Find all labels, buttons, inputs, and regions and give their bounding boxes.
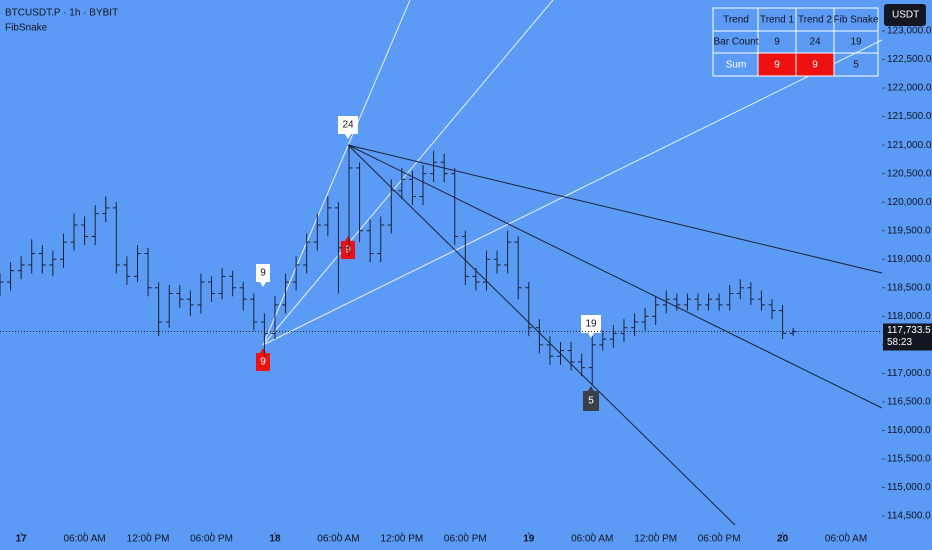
- x-tick-label: 06:00 AM: [317, 534, 359, 545]
- table-cell: Sum: [726, 60, 747, 71]
- x-tick-label: 17: [16, 534, 28, 545]
- y-axis-label: USDT: [892, 10, 919, 21]
- y-tick-label: 117,000.0: [887, 368, 931, 379]
- y-tick-label: 116,500.0: [887, 397, 931, 408]
- x-tick-label: 12:00 PM: [380, 534, 423, 545]
- y-tick-label: 115,500.0: [887, 454, 931, 465]
- fan-line: [347, 144, 736, 526]
- x-tick-label: 06:00 AM: [63, 534, 105, 545]
- table-cell: 24: [809, 37, 821, 48]
- table-cell: 9: [774, 37, 780, 48]
- last-price-box: [883, 323, 932, 351]
- table-header: Fib Snake: [833, 15, 878, 26]
- y-tick-label: 115,000.0: [887, 482, 931, 493]
- y-tick-label: 120,500.0: [887, 168, 932, 179]
- fan-line: [262, 0, 554, 346]
- y-tick-label: 120,000.0: [887, 197, 932, 208]
- axis-unit-box: [884, 4, 926, 26]
- y-tick-label: 121,000.0: [887, 140, 932, 151]
- x-tick-label: 18: [269, 534, 281, 545]
- fan-line: [347, 144, 883, 409]
- data-table: Trend Trend 1 Trend 2 Fib Snake Bar Coun…: [712, 7, 879, 77]
- table-cell: 19: [850, 37, 862, 48]
- marker-label: 5: [588, 396, 594, 407]
- y-tick-label: 122,500.0: [887, 54, 932, 65]
- x-tick-label: 06:00 AM: [571, 534, 613, 545]
- chart-title: BTCUSDT.P · 1h · BYBIT: [5, 8, 118, 19]
- marker: [581, 315, 601, 338]
- table-cell-highlight: [796, 53, 834, 76]
- y-tick-label: 116,000.0: [887, 425, 931, 436]
- fan-line: [262, 0, 411, 346]
- marker: [256, 348, 270, 371]
- x-tick-label: 06:00 PM: [190, 534, 233, 545]
- table-cell: 9: [774, 60, 780, 71]
- x-tick-label: 06:00 PM: [444, 534, 487, 545]
- y-tick-label: 122,000.0: [887, 83, 932, 94]
- marker-label: 9: [345, 245, 351, 256]
- x-tick-label: 12:00 PM: [127, 534, 170, 545]
- table-header: Trend: [723, 15, 749, 26]
- table-cell: Bar Count: [713, 37, 758, 48]
- marker: [338, 116, 358, 139]
- y-tick-label: 121,500.0: [887, 111, 932, 122]
- marker-label: 24: [342, 120, 354, 131]
- x-tick-label: 19: [523, 534, 535, 545]
- last-price-label: 117,733.5: [887, 325, 931, 336]
- trend-lines: [262, 0, 883, 526]
- chart-subtitle: FibSnake: [5, 23, 48, 34]
- y-tick-label: 118,000.0: [887, 311, 931, 322]
- y-tick-label: 114,500.0: [887, 511, 931, 522]
- fan-line: [347, 144, 883, 274]
- y-tick-label: 119,500.0: [887, 225, 931, 236]
- x-tick-label: 12:00 PM: [634, 534, 677, 545]
- fan-line: [262, 39, 883, 346]
- marker-label: 9: [260, 357, 266, 368]
- marker-label: 9: [260, 268, 266, 279]
- table-cell-highlight: [758, 53, 796, 76]
- table-cell: 5: [853, 60, 859, 71]
- table-header: Trend 1: [760, 15, 795, 26]
- y-tick-label: 118,500.0: [887, 282, 931, 293]
- markers: 9 9 24 9 19 5: [256, 116, 601, 411]
- table-header: Trend 2: [798, 15, 833, 26]
- marker-label: 19: [585, 319, 597, 330]
- x-tick-label: 06:00 PM: [698, 534, 741, 545]
- y-tick-label: 123,000.0: [887, 26, 932, 37]
- marker: [256, 264, 270, 287]
- x-tick-label: 20: [777, 534, 789, 545]
- y-tick-label: 119,000.0: [887, 254, 931, 265]
- countdown: 58:23: [887, 337, 912, 348]
- marker: [583, 386, 599, 411]
- table-cell: 9: [812, 60, 818, 71]
- x-tick-label: 06:00 AM: [825, 534, 867, 545]
